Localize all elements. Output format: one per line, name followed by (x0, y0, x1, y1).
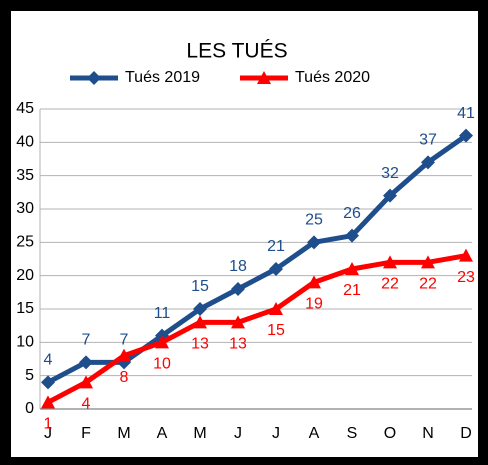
marker (79, 355, 93, 370)
data-label: 7 (82, 332, 91, 349)
x-tick-label: N (422, 425, 434, 442)
data-label: 26 (343, 205, 361, 222)
data-label: 4 (82, 396, 91, 413)
y-tick-label: 20 (16, 267, 34, 284)
data-label: 11 (154, 305, 171, 322)
x-tick-label: M (117, 425, 130, 442)
y-tick-label: 15 (16, 300, 34, 317)
marker (269, 262, 283, 276)
marker (307, 235, 321, 250)
marker (345, 262, 359, 275)
data-label: 41 (457, 105, 475, 122)
x-tick-label: F (81, 425, 91, 442)
legend-marker (87, 71, 101, 85)
marker (193, 302, 207, 316)
x-tick-label: J (44, 425, 52, 442)
y-tick-label: 40 (16, 134, 34, 151)
data-label: 32 (381, 165, 399, 182)
x-tick-label: A (309, 425, 320, 442)
marker (41, 375, 55, 390)
marker (269, 302, 283, 315)
y-tick-label: 45 (16, 100, 34, 117)
marker (41, 395, 55, 409)
marker (117, 348, 131, 362)
y-tick-label: 0 (25, 400, 34, 417)
data-label: 22 (419, 276, 437, 293)
marker (155, 335, 169, 349)
chart-title: LES TUÉS (186, 40, 287, 63)
y-tick-label: 5 (25, 367, 34, 384)
data-label: 37 (419, 132, 437, 149)
data-label: 10 (153, 356, 171, 373)
data-label: 25 (305, 212, 323, 229)
y-tick-label: 10 (16, 334, 34, 351)
marker (345, 228, 359, 243)
marker (79, 375, 93, 389)
x-tick-label: O (384, 425, 396, 442)
y-tick-label: 35 (16, 167, 34, 184)
data-label: 13 (229, 336, 247, 353)
marker (383, 255, 397, 269)
marker (307, 275, 321, 289)
x-tick-label: A (157, 425, 168, 442)
y-tick-label: 30 (16, 200, 34, 217)
marker (421, 155, 435, 170)
data-label: 15 (267, 322, 285, 339)
x-tick-label: D (460, 425, 472, 442)
data-label: 13 (191, 336, 209, 353)
x-tick-label: M (193, 425, 206, 442)
data-label: 21 (267, 238, 285, 255)
data-label: 8 (120, 369, 129, 386)
x-tick-label: J (234, 425, 242, 442)
data-label: 19 (305, 296, 323, 313)
data-label: 1 (44, 416, 53, 433)
data-label: 4 (44, 352, 53, 369)
data-label: 7 (120, 332, 129, 349)
marker (383, 188, 397, 203)
legend-marker (257, 71, 271, 84)
marker (193, 315, 207, 329)
marker (459, 248, 473, 262)
x-tick-label: J (272, 425, 280, 442)
data-label: 23 (457, 269, 475, 286)
legend-label: Tués 2019 (125, 69, 200, 86)
marker (231, 282, 245, 296)
y-tick-label: 25 (16, 234, 34, 251)
legend-label: Tués 2020 (295, 69, 370, 86)
x-tick-label: S (347, 425, 358, 442)
data-label: 18 (229, 258, 247, 275)
data-label: 15 (191, 278, 209, 295)
marker (459, 128, 473, 143)
marker (421, 255, 435, 269)
marker (231, 315, 245, 329)
data-label: 21 (343, 282, 361, 299)
data-label: 22 (381, 276, 399, 293)
series-line (46, 253, 467, 405)
